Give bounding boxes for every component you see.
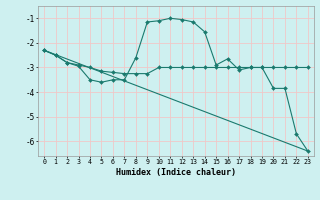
X-axis label: Humidex (Indice chaleur): Humidex (Indice chaleur) — [116, 168, 236, 177]
